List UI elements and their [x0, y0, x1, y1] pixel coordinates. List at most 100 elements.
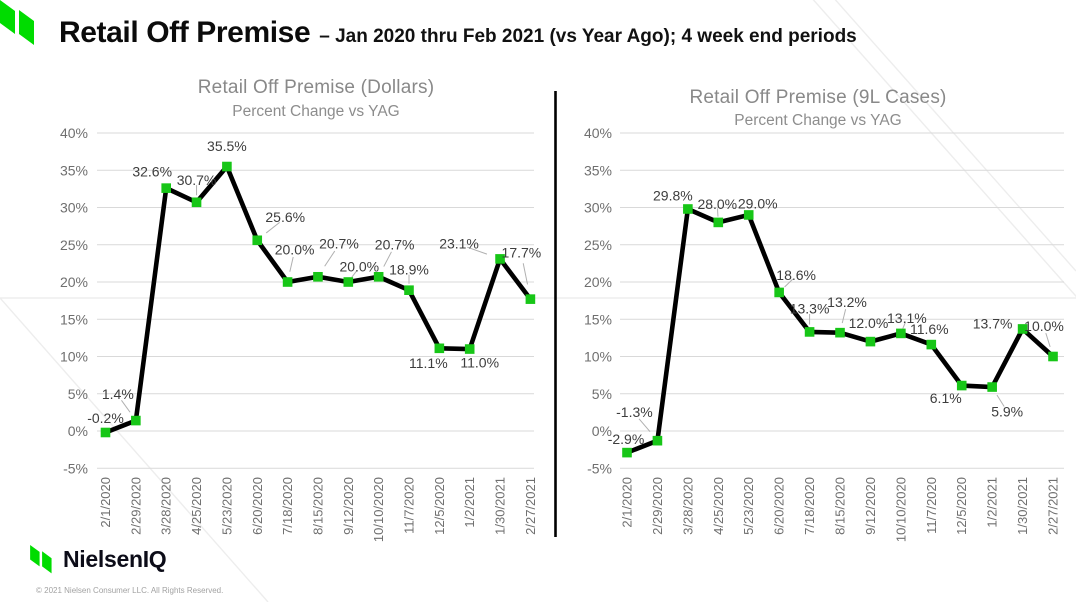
svg-text:8/15/2020: 8/15/2020 — [833, 477, 848, 535]
chart-2: 40% 35% 30% 25% 20% 15% 10% 5% 0% -5% 2/1/2020 2/29… — [584, 125, 1064, 542]
svg-text:20.0%: 20.0% — [339, 259, 379, 275]
svg-text:5.9%: 5.9% — [991, 404, 1023, 420]
svg-text:20.7%: 20.7% — [319, 235, 359, 251]
svg-text:25.6%: 25.6% — [265, 209, 305, 225]
svg-text:2/29/2020: 2/29/2020 — [128, 477, 143, 535]
x-axis-labels: 2/1/2020 2/29/2020 3/28/2020 4/25/2020 5/23/… — [620, 477, 1061, 542]
svg-text:1.4%: 1.4% — [102, 386, 134, 402]
label-leader-lines — [121, 185, 529, 413]
svg-text:10/10/2020: 10/10/2020 — [371, 477, 386, 542]
svg-text:18.9%: 18.9% — [389, 262, 429, 278]
svg-text:30%: 30% — [584, 200, 612, 216]
svg-text:28.0%: 28.0% — [697, 196, 737, 212]
gridlines — [620, 132, 1064, 469]
svg-text:11.6%: 11.6% — [910, 321, 949, 337]
svg-text:11.0%: 11.0% — [460, 355, 499, 371]
svg-text:-1.3%: -1.3% — [616, 404, 653, 420]
series-line — [103, 164, 533, 435]
svg-text:35.5%: 35.5% — [207, 138, 247, 154]
data-point-markers — [100, 161, 536, 438]
svg-text:2/29/2020: 2/29/2020 — [650, 477, 665, 535]
label-leader-lines — [638, 208, 1051, 433]
y-axis-labels: 40% 35% 30% 25% 20% 15% 10% 5% 0% -5% — [60, 125, 88, 476]
nielseniq-logo-icon — [0, 0, 34, 45]
svg-text:23.1%: 23.1% — [439, 235, 479, 251]
svg-text:-5%: -5% — [63, 460, 88, 476]
chart-1: 40% 35% 30% 25% 20% 15% 10% 5% 0% -5% 2/1/2020 2/29… — [60, 125, 541, 542]
svg-text:5%: 5% — [68, 386, 88, 402]
svg-text:0%: 0% — [592, 423, 612, 439]
chart1-subtitle: Percent Change vs YAG — [232, 103, 400, 120]
svg-text:5%: 5% — [592, 386, 612, 402]
page-header: Retail Off Premise – Jan 2020 thru Feb 2… — [59, 16, 857, 50]
svg-text:2/1/2020: 2/1/2020 — [98, 477, 113, 528]
svg-text:20.0%: 20.0% — [275, 242, 315, 258]
chart2-subtitle: Percent Change vs YAG — [734, 112, 902, 129]
svg-text:13.3%: 13.3% — [790, 300, 830, 316]
svg-text:2/27/2021: 2/27/2021 — [1046, 477, 1061, 535]
svg-text:4/25/2020: 4/25/2020 — [711, 477, 726, 535]
svg-text:10%: 10% — [60, 349, 88, 365]
svg-text:8/15/2020: 8/15/2020 — [310, 477, 325, 535]
svg-text:12.0%: 12.0% — [849, 315, 889, 331]
svg-text:13.1%: 13.1% — [887, 310, 927, 326]
svg-text:6/20/2020: 6/20/2020 — [250, 477, 265, 535]
y-axis-labels: 40% 35% 30% 25% 20% 15% 10% 5% 0% -5% — [584, 125, 612, 476]
svg-text:30.7%: 30.7% — [177, 172, 217, 188]
svg-text:-0.2%: -0.2% — [87, 410, 124, 426]
svg-text:30%: 30% — [60, 200, 88, 216]
footer-brand-name: NielsenIQ — [63, 546, 167, 572]
x-axis-labels: 2/1/2020 2/29/2020 3/28/2020 4/25/2020 5/23/… — [98, 477, 538, 542]
gridlines — [97, 132, 534, 469]
footer-copyright: © 2021 Nielsen Consumer LLC. All Rights … — [36, 586, 224, 595]
svg-text:13.7%: 13.7% — [973, 315, 1013, 331]
svg-text:10.0%: 10.0% — [1024, 318, 1064, 334]
svg-text:11/7/2020: 11/7/2020 — [924, 477, 939, 534]
svg-text:12/5/2020: 12/5/2020 — [432, 477, 447, 535]
svg-text:1/30/2021: 1/30/2021 — [1015, 477, 1030, 535]
svg-text:4/25/2020: 4/25/2020 — [189, 477, 204, 535]
svg-text:7/18/2020: 7/18/2020 — [802, 477, 817, 535]
svg-text:40%: 40% — [60, 125, 88, 141]
svg-text:3/28/2020: 3/28/2020 — [680, 477, 695, 535]
svg-text:35%: 35% — [584, 162, 612, 178]
svg-text:1/30/2021: 1/30/2021 — [493, 477, 508, 535]
svg-text:10%: 10% — [584, 349, 612, 365]
svg-text:32.6%: 32.6% — [132, 164, 172, 180]
svg-text:-5%: -5% — [587, 460, 612, 476]
svg-text:-2.9%: -2.9% — [608, 431, 645, 447]
svg-text:11.1%: 11.1% — [409, 355, 448, 371]
svg-text:6/20/2020: 6/20/2020 — [772, 477, 787, 535]
svg-text:25%: 25% — [584, 237, 612, 253]
svg-text:29.8%: 29.8% — [653, 187, 693, 203]
svg-text:20.7%: 20.7% — [375, 236, 415, 252]
svg-text:25%: 25% — [60, 237, 88, 253]
data-labels: -0.2%1.4%32.6%30.7%35.5%25.6%20.0% 20.7%2… — [87, 138, 541, 426]
svg-text:3/28/2020: 3/28/2020 — [159, 477, 174, 535]
svg-text:0%: 0% — [68, 423, 88, 439]
svg-text:12/5/2020: 12/5/2020 — [954, 477, 969, 535]
data-labels: -2.9% -1.3% 29.8%28.0% 29.0% 18.6% 13.3%13.2%… — [608, 187, 1064, 447]
data-point-markers — [622, 204, 1058, 458]
page-subtitle: – Jan 2020 thru Feb 2021 (vs Year Ago); … — [319, 26, 857, 47]
svg-text:5/23/2020: 5/23/2020 — [219, 477, 234, 535]
svg-text:11/7/2020: 11/7/2020 — [402, 477, 417, 534]
svg-text:9/12/2020: 9/12/2020 — [341, 477, 356, 535]
svg-text:2/27/2021: 2/27/2021 — [523, 477, 538, 535]
svg-text:20%: 20% — [584, 274, 612, 290]
svg-text:40%: 40% — [584, 125, 612, 141]
footer-brand: NielsenIQ — [30, 545, 167, 574]
svg-text:6.1%: 6.1% — [930, 390, 962, 406]
svg-text:15%: 15% — [60, 311, 88, 327]
svg-text:1/2/2021: 1/2/2021 — [462, 477, 477, 528]
page-title: Retail Off Premise — [59, 16, 311, 49]
svg-text:10/10/2020: 10/10/2020 — [893, 477, 908, 542]
svg-text:7/18/2020: 7/18/2020 — [280, 477, 295, 535]
svg-text:13.2%: 13.2% — [827, 294, 867, 310]
svg-text:17.7%: 17.7% — [502, 245, 542, 261]
svg-text:35%: 35% — [60, 162, 88, 178]
svg-text:29.0%: 29.0% — [738, 195, 778, 211]
nielseniq-footer-icon — [30, 545, 52, 574]
